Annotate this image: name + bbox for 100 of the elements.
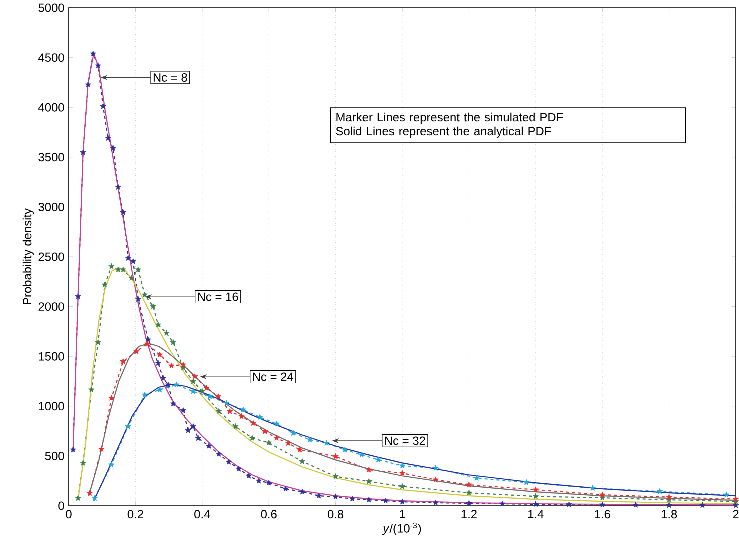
x-tick-label: 2 — [733, 510, 739, 519]
point — [232, 424, 239, 430]
point — [375, 456, 382, 463]
point — [349, 496, 356, 502]
point — [115, 266, 122, 273]
point — [125, 255, 132, 261]
point — [135, 266, 142, 273]
point — [95, 339, 102, 346]
point — [399, 498, 406, 505]
point — [192, 374, 198, 380]
point — [155, 360, 162, 366]
y-tick-label: 500 — [45, 452, 64, 460]
point — [266, 440, 272, 446]
point — [185, 428, 192, 434]
point — [274, 435, 280, 441]
point — [432, 500, 439, 506]
annotation: Nc = 32 — [385, 436, 426, 446]
point — [216, 451, 222, 457]
point — [216, 408, 222, 414]
y-tick-label: 1000 — [39, 402, 64, 411]
point — [246, 472, 252, 479]
point — [432, 476, 439, 483]
annotation: Nc = 24 — [253, 372, 294, 382]
point — [266, 480, 272, 486]
point — [700, 502, 706, 508]
point — [195, 435, 202, 441]
x-axis-title: y/(10$^{-3}$) — [382, 522, 422, 536]
point — [256, 478, 262, 484]
point — [100, 104, 106, 110]
point — [168, 362, 175, 369]
point — [199, 388, 206, 394]
y-axis-title: Probability density — [22, 208, 34, 305]
point — [366, 478, 372, 484]
point — [332, 474, 339, 480]
y-tick-label: 3500 — [38, 153, 64, 162]
point — [85, 82, 92, 88]
point — [282, 486, 289, 492]
point — [724, 492, 730, 498]
point — [466, 482, 472, 488]
point — [666, 494, 672, 500]
x-tick-label: 0.6 — [261, 510, 277, 519]
x-tick-label: 1 — [400, 510, 406, 518]
point — [125, 424, 132, 430]
x-tick-label: 0 — [66, 510, 72, 519]
point — [170, 339, 176, 346]
y-tick-label: 5000 — [38, 4, 64, 12]
point — [358, 452, 365, 458]
point — [108, 263, 115, 270]
point — [105, 135, 112, 141]
point — [524, 480, 530, 486]
annotation: Nc = 8 — [154, 73, 188, 82]
point — [656, 488, 664, 494]
point — [226, 458, 232, 465]
point — [190, 424, 196, 430]
point — [80, 150, 86, 156]
point — [532, 501, 539, 508]
point — [399, 483, 406, 490]
point — [299, 488, 306, 495]
point — [366, 496, 372, 503]
point — [236, 466, 242, 472]
x-tick-label: 1.8 — [662, 510, 678, 519]
point — [75, 294, 82, 300]
annotation: Nc = 16 — [198, 292, 238, 302]
x-tick-label: 0.8 — [328, 510, 344, 519]
point — [257, 414, 264, 420]
point — [134, 348, 140, 354]
point — [120, 358, 126, 364]
point — [115, 184, 122, 190]
point — [666, 502, 672, 508]
x-tick-label: 1.2 — [462, 510, 477, 519]
x-tick-label: 1.4 — [528, 510, 544, 518]
point — [307, 436, 314, 443]
point — [75, 495, 82, 501]
point — [532, 486, 539, 493]
point — [500, 500, 506, 507]
point — [274, 420, 280, 427]
point — [95, 62, 102, 69]
point — [108, 462, 115, 468]
point — [632, 502, 639, 508]
point — [297, 446, 304, 453]
point — [466, 490, 472, 496]
point — [206, 443, 212, 449]
point — [142, 292, 148, 298]
point — [174, 382, 180, 388]
y-tick-label: 2500 — [38, 252, 64, 262]
point — [92, 495, 98, 501]
point — [432, 465, 439, 471]
y-tick-label: 2000 — [38, 302, 64, 312]
point — [215, 394, 222, 400]
point — [130, 258, 136, 264]
point — [532, 493, 539, 500]
point — [600, 502, 606, 508]
point — [90, 50, 96, 57]
point — [240, 406, 246, 413]
point — [128, 275, 135, 281]
point — [190, 388, 196, 394]
point — [142, 392, 148, 398]
y-tick-label: 4000 — [38, 103, 64, 112]
annotation: Marker Lines represent the simulated PDF — [336, 112, 564, 124]
point — [399, 470, 406, 476]
